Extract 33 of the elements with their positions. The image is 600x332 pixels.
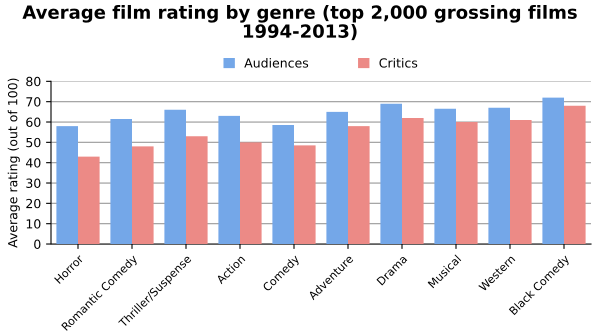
- y-tick-label: 60: [26, 117, 40, 127]
- legend-label: Critics: [379, 58, 418, 68]
- bar: [186, 136, 208, 244]
- bar: [488, 108, 510, 244]
- y-tick-label: 80: [26, 76, 40, 86]
- bar: [132, 146, 154, 244]
- legend-label: Audiences: [244, 58, 308, 68]
- bar: [348, 126, 370, 244]
- bar: [434, 108, 456, 244]
- bar: [110, 118, 132, 244]
- bar: [380, 104, 402, 244]
- y-tick-label: 10: [26, 219, 40, 229]
- bar: [164, 110, 186, 244]
- chart-title: Average film rating by genre (top 2,000 grossing films 1994-2013): [22, 4, 577, 40]
- bar: [510, 120, 532, 244]
- bar: [78, 156, 100, 244]
- y-tick-label: 30: [26, 178, 40, 188]
- bar: [218, 116, 240, 244]
- bar: [56, 126, 78, 244]
- bar: [326, 112, 348, 244]
- bar: [564, 106, 586, 244]
- bar: [240, 142, 262, 244]
- bar: [402, 118, 424, 244]
- bar: [456, 122, 478, 244]
- y-tick-label: 40: [26, 158, 40, 168]
- bar: [542, 98, 564, 244]
- y-axis-title: Average rating (out of 100): [8, 78, 20, 248]
- bar: [294, 145, 316, 244]
- y-tick-label: 50: [26, 138, 40, 148]
- bar: [272, 125, 294, 244]
- y-tick-label: 0: [34, 239, 40, 249]
- y-tick-label: 70: [26, 97, 40, 107]
- y-tick-label: 20: [26, 198, 40, 208]
